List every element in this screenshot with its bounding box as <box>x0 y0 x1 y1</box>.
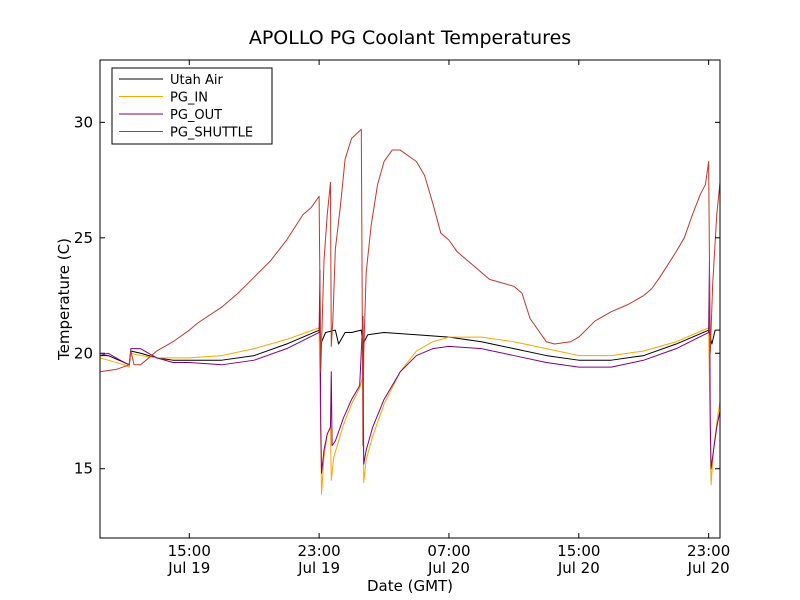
y-tick-label: 15 <box>74 460 93 478</box>
x-tick-label-time: 15:00 <box>168 542 211 560</box>
x-tick-label-date: Jul 20 <box>427 559 470 577</box>
series-line-pg-shuttle <box>100 128 720 447</box>
chart-title: APOLLO PG Coolant Temperatures <box>249 27 571 49</box>
series-layer <box>100 128 720 495</box>
x-tick-label-date: Jul 19 <box>297 559 340 577</box>
y-tick-label: 30 <box>74 113 93 131</box>
x-tick-label-date: Jul 19 <box>167 559 210 577</box>
legend: Utah Air PG_IN PG_OUT PG_SHUTTLE <box>111 67 273 145</box>
legend-label: PG_SHUTTLE <box>170 126 253 141</box>
x-tick-label-date: Jul 20 <box>557 559 600 577</box>
x-tick-label-date: Jul 20 <box>687 559 730 577</box>
series-line-pg-out <box>100 260 720 474</box>
x-tick-label-time: 15:00 <box>557 542 600 560</box>
series-line-pg-in <box>100 327 720 495</box>
y-tick-label: 20 <box>74 344 93 362</box>
x-tick-label-time: 07:00 <box>427 542 470 560</box>
legend-label: PG_IN <box>170 91 208 106</box>
x-tick-label-time: 23:00 <box>297 542 340 560</box>
plot-frame <box>99 59 721 539</box>
legend-label: PG_OUT <box>170 108 222 123</box>
legend-label: Utah Air <box>170 73 223 88</box>
y-axis-label: Temperature (C) <box>55 238 73 361</box>
y-axis: 15 20 25 30 <box>74 113 720 478</box>
y-tick-label: 25 <box>74 229 93 247</box>
x-axis-label: Date (GMT) <box>367 577 453 595</box>
x-tick-label-time: 23:00 <box>687 542 730 560</box>
